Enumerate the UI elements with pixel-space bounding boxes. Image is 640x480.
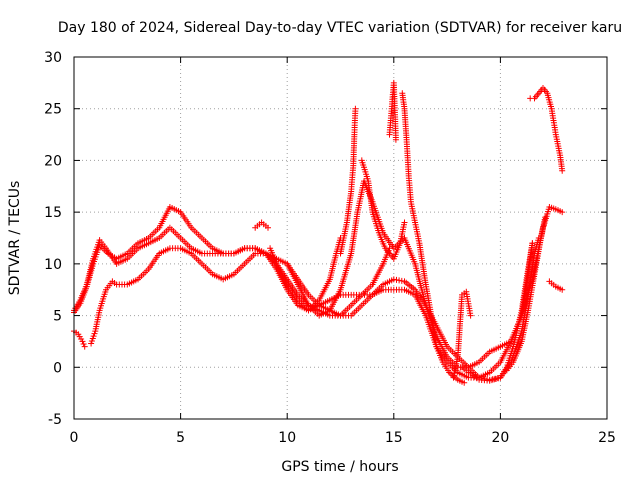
plot-frame xyxy=(73,56,608,420)
series-track-9 xyxy=(358,157,408,262)
series-track-13 xyxy=(459,240,536,384)
y-tick-label: -5 xyxy=(48,412,62,428)
data-point-markers xyxy=(267,235,344,314)
series-track-5 xyxy=(252,219,271,231)
data-point-markers xyxy=(399,90,468,386)
series-track-8 xyxy=(337,105,359,257)
data-point-markers xyxy=(503,214,549,374)
y-tick-label: 0 xyxy=(53,360,62,376)
x-tick-label: 5 xyxy=(176,430,185,446)
data-point-markers xyxy=(386,79,399,143)
series-track-12 xyxy=(450,288,474,381)
series-track-11 xyxy=(399,90,468,386)
data-points xyxy=(71,79,566,386)
data-point-markers xyxy=(358,157,408,262)
x-tick-label: 20 xyxy=(491,430,509,446)
y-tick-label: 15 xyxy=(44,205,62,221)
data-point-markers xyxy=(459,240,536,384)
chart-title: Day 180 of 2024, Sidereal Day-to-day VTE… xyxy=(58,20,622,36)
y-tick-label: 30 xyxy=(44,50,62,66)
y-tick-label: 20 xyxy=(44,153,62,169)
y-tick-label: 10 xyxy=(44,257,62,273)
y-tick-label: 5 xyxy=(53,309,62,325)
x-tick-label: 10 xyxy=(278,430,296,446)
axis-ticks xyxy=(73,56,608,420)
series-track-16 xyxy=(546,278,566,293)
data-point-markers xyxy=(252,219,271,231)
data-point-markers xyxy=(527,85,566,174)
data-point-markers xyxy=(337,105,359,257)
grid xyxy=(74,57,607,419)
x-axis-title: GPS time / hours xyxy=(281,459,398,475)
y-axis-title: SDTVAR / TECUs xyxy=(7,181,23,296)
x-tick-label: 0 xyxy=(70,430,79,446)
data-point-markers xyxy=(546,278,566,293)
y-tick-labels: -5 0 5 10 15 20 25 30 xyxy=(44,50,62,428)
series-track-10 xyxy=(386,79,399,143)
series-track-15 xyxy=(527,85,566,174)
data-point-markers xyxy=(450,288,474,381)
series-track-7 xyxy=(267,235,344,314)
series-track-14 xyxy=(503,214,549,374)
x-tick-labels: 0 5 10 15 20 25 xyxy=(70,430,616,446)
y-tick-label: 25 xyxy=(44,102,62,118)
x-tick-label: 25 xyxy=(598,430,616,446)
x-tick-label: 15 xyxy=(385,430,403,446)
